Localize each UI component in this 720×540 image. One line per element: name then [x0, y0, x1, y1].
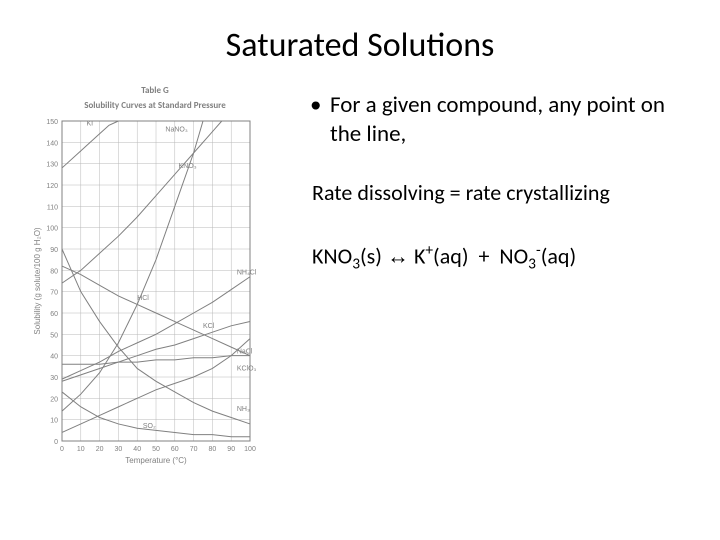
- chart-column: Table G Solubility Curves at Standard Pr…: [30, 86, 290, 466]
- chart-title: Solubility Curves at Standard Pressure: [30, 101, 280, 112]
- slide: Saturated Solutions Table G Solubility C…: [0, 0, 720, 540]
- svg-text:90: 90: [227, 446, 235, 453]
- svg-text:KI: KI: [86, 120, 93, 127]
- svg-text:80: 80: [209, 446, 217, 453]
- eq-rhs1-state: (aq): [433, 242, 468, 269]
- eq-lhs: KNO: [312, 242, 352, 269]
- svg-text:Temperature (°C): Temperature (°C): [125, 456, 187, 465]
- svg-text:50: 50: [50, 332, 58, 339]
- chart-svg: 0 10 20 30 40 50 60 70 80 90 100 0 10 20 30 40 50 60 70 80 9…: [30, 116, 280, 466]
- svg-text:60: 60: [171, 446, 179, 453]
- svg-text:SO₂: SO₂: [143, 423, 156, 430]
- bullet-1: For a given compound, any point on the l…: [310, 91, 690, 149]
- svg-text:NaNO₃: NaNO₃: [165, 126, 187, 133]
- svg-text:80: 80: [50, 268, 58, 275]
- rate-equation: Rate dissolving = rate crystallizing: [312, 179, 690, 206]
- svg-text:NH₄Cl: NH₄Cl: [237, 269, 257, 276]
- svg-text:NH₃: NH₃: [237, 406, 250, 413]
- svg-text:KNO₃: KNO₃: [179, 163, 197, 170]
- svg-text:150: 150: [46, 119, 58, 126]
- svg-text:KCl: KCl: [203, 323, 215, 330]
- svg-text:90: 90: [50, 247, 58, 254]
- eq-lhs-sub: 3: [352, 254, 360, 273]
- eq-rhs2: NO: [499, 242, 528, 269]
- svg-text:10: 10: [50, 417, 58, 424]
- svg-text:HCl: HCl: [137, 295, 149, 302]
- svg-text:20: 20: [50, 396, 58, 403]
- svg-text:110: 110: [47, 204, 58, 211]
- eq-rhs1: K: [414, 242, 425, 269]
- svg-text:20: 20: [96, 446, 104, 453]
- svg-text:Solubility (g solute/100 g H₂O: Solubility (g solute/100 g H₂O): [33, 227, 42, 334]
- svg-text:30: 30: [115, 446, 123, 453]
- svg-text:40: 40: [133, 446, 141, 453]
- eq-rhs2-state: (aq): [541, 242, 576, 269]
- svg-text:130: 130: [46, 161, 58, 168]
- eq-rhs2-sub: 3: [528, 254, 536, 273]
- svg-text:10: 10: [77, 446, 85, 453]
- svg-text:100: 100: [244, 446, 256, 453]
- svg-text:0: 0: [60, 446, 64, 453]
- svg-text:NaCl: NaCl: [237, 348, 253, 355]
- svg-text:30: 30: [50, 375, 58, 382]
- text-column: For a given compound, any point on the l…: [310, 86, 690, 466]
- eq-plus: +: [478, 242, 489, 269]
- svg-text:0: 0: [54, 439, 58, 446]
- svg-text:70: 70: [190, 446, 198, 453]
- eq-rhs1-sup: +: [425, 241, 433, 260]
- svg-text:120: 120: [46, 183, 58, 190]
- content-row: Table G Solubility Curves at Standard Pr…: [30, 86, 690, 466]
- svg-text:100: 100: [46, 225, 58, 232]
- svg-text:50: 50: [152, 446, 160, 453]
- eq-arrow: ↔: [387, 243, 409, 268]
- svg-text:70: 70: [50, 289, 58, 296]
- solubility-chart: Table G Solubility Curves at Standard Pr…: [30, 86, 280, 466]
- svg-text:KClO₃: KClO₃: [237, 365, 257, 372]
- chart-table-label: Table G: [30, 86, 280, 97]
- svg-text:140: 140: [46, 140, 58, 147]
- chemical-equation: KNO3(s) ↔ K+(aq) + NO3-(aq): [312, 241, 690, 274]
- svg-text:60: 60: [50, 311, 58, 318]
- eq-lhs-state: (s): [360, 242, 382, 269]
- svg-text:40: 40: [50, 353, 58, 360]
- slide-title: Saturated Solutions: [30, 25, 690, 66]
